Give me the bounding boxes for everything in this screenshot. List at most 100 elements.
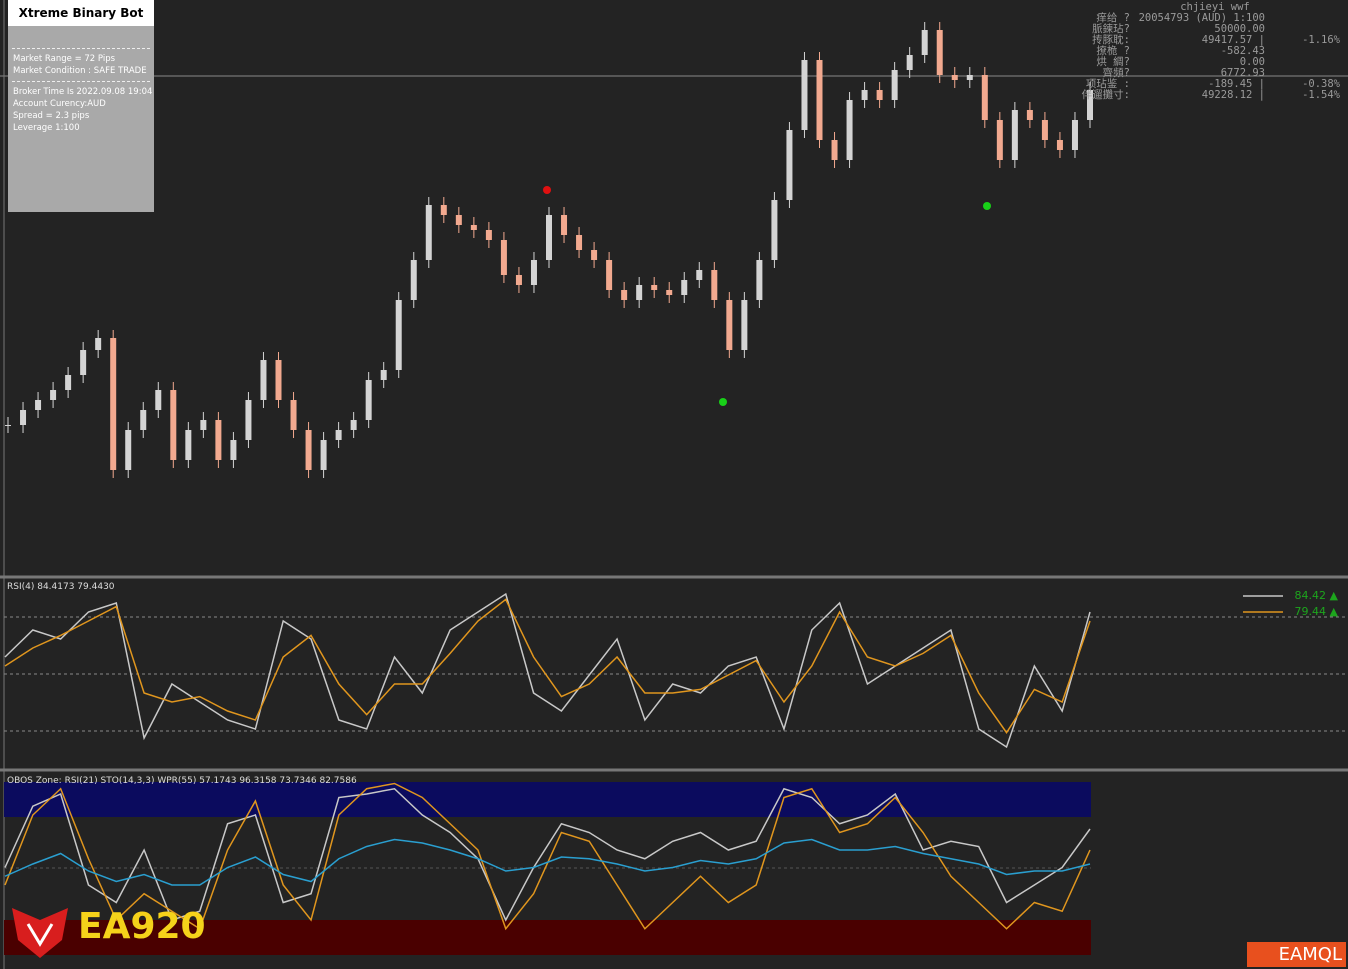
- candle: [530, 260, 537, 285]
- candle: [666, 290, 673, 295]
- candle: [1071, 120, 1078, 150]
- candle: [515, 275, 522, 285]
- candle: [110, 338, 117, 470]
- candle: [5, 425, 11, 426]
- candle: [410, 260, 417, 300]
- candle: [636, 285, 643, 300]
- candle: [455, 215, 462, 225]
- info-line: Account Curency:AUD: [13, 99, 106, 109]
- row-value: -189.45 |: [1208, 78, 1265, 90]
- panel-title: Xtreme Binary Bot: [8, 0, 154, 26]
- candle: [140, 410, 147, 430]
- candle: [831, 140, 838, 160]
- candle: [80, 350, 87, 375]
- candle: [305, 430, 312, 470]
- indicator-line: [4, 838, 1091, 886]
- row-percent: [1265, 46, 1340, 57]
- row-percent: -0.38%: [1302, 78, 1340, 90]
- row-label: 项玷鉴 :: [1085, 78, 1130, 90]
- candle: [1087, 90, 1093, 120]
- row-value: 20054793 (AUD) 1:100: [1138, 12, 1265, 24]
- candle: [861, 90, 868, 100]
- info-panel: Xtreme Binary Bot Market Range = 72 Pips…: [8, 0, 154, 212]
- row-value: 0.00: [1239, 56, 1265, 68]
- logo-icon: [12, 908, 68, 958]
- candle: [470, 225, 477, 230]
- account-row: 齊頻? 6772.93: [1050, 68, 1340, 79]
- levels: [4, 616, 1348, 732]
- candle: [365, 380, 372, 420]
- candle: [981, 75, 988, 120]
- candle: [200, 420, 207, 430]
- candle: [350, 420, 357, 430]
- candle: [185, 430, 192, 460]
- candle: [756, 260, 763, 300]
- row-percent: [1265, 57, 1340, 68]
- candle: [320, 440, 327, 470]
- row-label: 伴遛攤寸:: [1081, 89, 1130, 101]
- candle: [606, 260, 613, 290]
- oversold-zone: [4, 920, 1091, 955]
- account-row: 撩桅 ? -582.43: [1050, 46, 1340, 57]
- candle: [485, 230, 492, 240]
- row-percent: -1.16%: [1302, 34, 1340, 46]
- candle: [275, 360, 282, 400]
- account-row: 脈鍊玷? 50000.00: [1050, 24, 1340, 35]
- info-line: Broker Time Is 2022.09.08 19:04: [13, 87, 153, 97]
- candle: [395, 300, 402, 370]
- candle: [440, 205, 447, 215]
- indicator-line: [4, 787, 1091, 922]
- obos-label: OBOS Zone: RSI(21) STO(14,3,3) WPR(55) 5…: [7, 776, 357, 786]
- row-percent: [1265, 13, 1340, 24]
- indicator-line: [4, 592, 1091, 749]
- candle: [936, 30, 943, 75]
- candle: [996, 120, 1003, 160]
- row-label: 撩桅 ?: [1096, 45, 1130, 57]
- candle: [230, 440, 237, 460]
- candle: [651, 285, 658, 290]
- logo-badge: EAMQL: [1246, 942, 1346, 967]
- candle: [576, 235, 583, 250]
- indicator-line: [4, 598, 1091, 734]
- row-value: 49417.57 |: [1201, 34, 1265, 46]
- candle: [726, 300, 733, 350]
- account-row: 抟豚耽: 49417.57 | -1.16%: [1050, 35, 1340, 46]
- candle: [500, 240, 507, 275]
- legend-entry: 79.44 ▲: [1294, 605, 1338, 618]
- row-value: 6772.93: [1220, 67, 1265, 79]
- candle: [786, 130, 793, 200]
- buy-signal: [983, 202, 991, 210]
- candle: [771, 200, 778, 260]
- candle: [20, 410, 27, 425]
- sell-signal: [543, 186, 551, 194]
- info-line: Market Range = 72 Pips: [13, 54, 116, 64]
- candle: [591, 250, 598, 260]
- account-row: 项玷鉴 : -189.45 | -0.38%: [1050, 79, 1340, 90]
- buy-signal: [719, 398, 727, 406]
- candle: [741, 300, 748, 350]
- account-row: 痒给 ? 20054793 (AUD) 1:100: [1050, 13, 1340, 24]
- candle: [891, 70, 898, 100]
- info-line: Leverage 1:100: [13, 123, 80, 133]
- candle: [245, 400, 252, 440]
- row-value: 49228.12 |: [1201, 89, 1265, 101]
- row-value: -582.43: [1220, 45, 1265, 57]
- candle: [1056, 140, 1063, 150]
- candle: [816, 60, 823, 140]
- candle: [95, 338, 102, 350]
- candle: [215, 420, 222, 460]
- row-percent: -1.54%: [1302, 89, 1340, 101]
- candle: [50, 390, 57, 400]
- candle: [335, 430, 342, 440]
- candle: [125, 430, 132, 470]
- account-name: chjieyi wwf: [1180, 1, 1250, 13]
- candle: [801, 60, 808, 130]
- row-label: 痒给 ?: [1096, 12, 1130, 24]
- info-line: Market Condition : SAFE TRADE: [13, 66, 147, 76]
- candle: [876, 90, 883, 100]
- candle: [155, 390, 162, 410]
- row-label: 脈鍊玷?: [1092, 23, 1130, 35]
- row-label: 烘 綢?: [1096, 56, 1130, 68]
